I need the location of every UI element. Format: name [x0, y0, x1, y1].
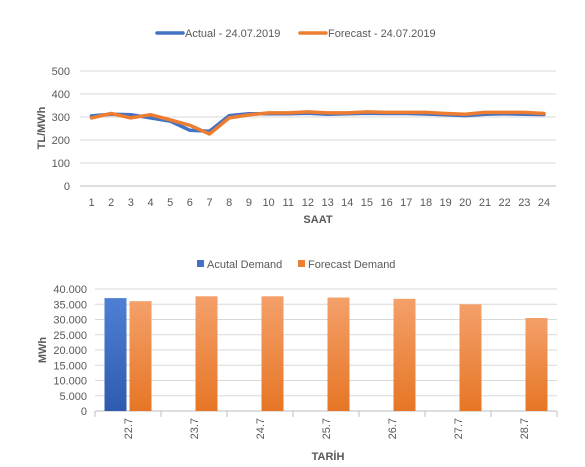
- x-tick-label: 22: [499, 197, 511, 209]
- legend-label: Acutal Demand: [207, 259, 282, 271]
- x-tick-label: 25.7: [321, 418, 333, 439]
- x-tick-label: 19: [440, 197, 452, 209]
- y-tick-label: 40.000: [53, 284, 87, 296]
- x-tick-label: 26.7: [387, 418, 399, 439]
- x-tick-label: 2: [108, 197, 114, 209]
- y-tick-label: 30.000: [53, 315, 87, 327]
- x-tick-label: 16: [380, 197, 392, 209]
- bar-forecast: [393, 298, 416, 411]
- y-tick-label: 5.000: [59, 391, 87, 403]
- y-tick-label: 0: [81, 406, 87, 418]
- x-tick-label: 22.7: [123, 418, 135, 439]
- y-tick-label: 25.000: [53, 330, 87, 342]
- legend-swatch: [298, 260, 305, 267]
- x-tick-label: 21: [479, 197, 491, 209]
- legend-label: Actual - 24.07.2019: [185, 28, 280, 40]
- x-tick-label: 28.7: [519, 418, 531, 439]
- y-axis-title: MWh: [37, 337, 49, 364]
- x-tick-label: 1: [88, 197, 94, 209]
- y-tick-label: 15.000: [53, 360, 87, 372]
- y-tick-label: 20.000: [53, 345, 87, 357]
- legend: Actual - 24.07.2019 Forecast - 24.07.2019: [155, 28, 436, 40]
- x-tick-label: 23: [518, 197, 530, 209]
- x-tick-label: 14: [341, 197, 353, 209]
- legend-label: Forecast - 24.07.2019: [328, 28, 436, 40]
- x-tick-label: 5: [167, 197, 173, 209]
- bar-actual: [104, 298, 127, 411]
- x-axis-title: SAAT: [303, 214, 332, 226]
- bar-forecast: [261, 296, 284, 411]
- x-tick-label: 20: [459, 197, 471, 209]
- x-tick-label: 11: [283, 197, 294, 209]
- x-tick-label: 15: [361, 197, 373, 209]
- y-tick-label: 0: [64, 181, 70, 193]
- legend-swatch: [197, 260, 204, 267]
- bar-forecast: [525, 318, 548, 411]
- x-tick-label: 3: [128, 197, 134, 209]
- x-tick-label: 17: [400, 197, 412, 209]
- y-tick-label: 300: [52, 112, 70, 124]
- x-tick-label: 18: [420, 197, 432, 209]
- bar-chart: 0 5.000 10.000 15.000 20.000 25.000 30.000 35.0…: [37, 259, 558, 463]
- x-tick-label: 27.7: [453, 418, 465, 439]
- y-tick-label: 200: [52, 135, 70, 147]
- bar-forecast: [327, 297, 350, 411]
- y-tick-label: 100: [52, 158, 70, 170]
- y-tick-label: 400: [52, 89, 70, 101]
- x-tick-label: 8: [226, 197, 232, 209]
- bar-forecast: [459, 304, 482, 412]
- y-tick-label: 500: [52, 66, 70, 78]
- x-tick-label: 6: [187, 197, 193, 209]
- bar-forecast: [195, 296, 218, 411]
- series-line-forecast: [89, 110, 546, 136]
- bar-forecast: [129, 301, 152, 411]
- x-axis-title: TARİH: [312, 450, 345, 463]
- x-tick-label: 9: [246, 197, 252, 209]
- x-tick-label: 10: [262, 197, 274, 209]
- x-tick-label: 7: [206, 197, 212, 209]
- legend: Acutal Demand Forecast Demand: [197, 259, 395, 271]
- x-tick-label: 24.7: [255, 418, 267, 439]
- x-tick-label: 24: [538, 197, 550, 209]
- x-tick-label: 13: [321, 197, 333, 209]
- x-tick-label: 4: [147, 197, 153, 209]
- legend-label: Forecast Demand: [308, 259, 395, 271]
- y-axis-title: TL/MWh: [36, 106, 48, 149]
- y-tick-label: 35.000: [53, 299, 87, 311]
- y-tick-label: 10.000: [53, 376, 87, 388]
- x-tick-label: 23.7: [189, 418, 201, 439]
- x-tick-label: 12: [302, 197, 314, 209]
